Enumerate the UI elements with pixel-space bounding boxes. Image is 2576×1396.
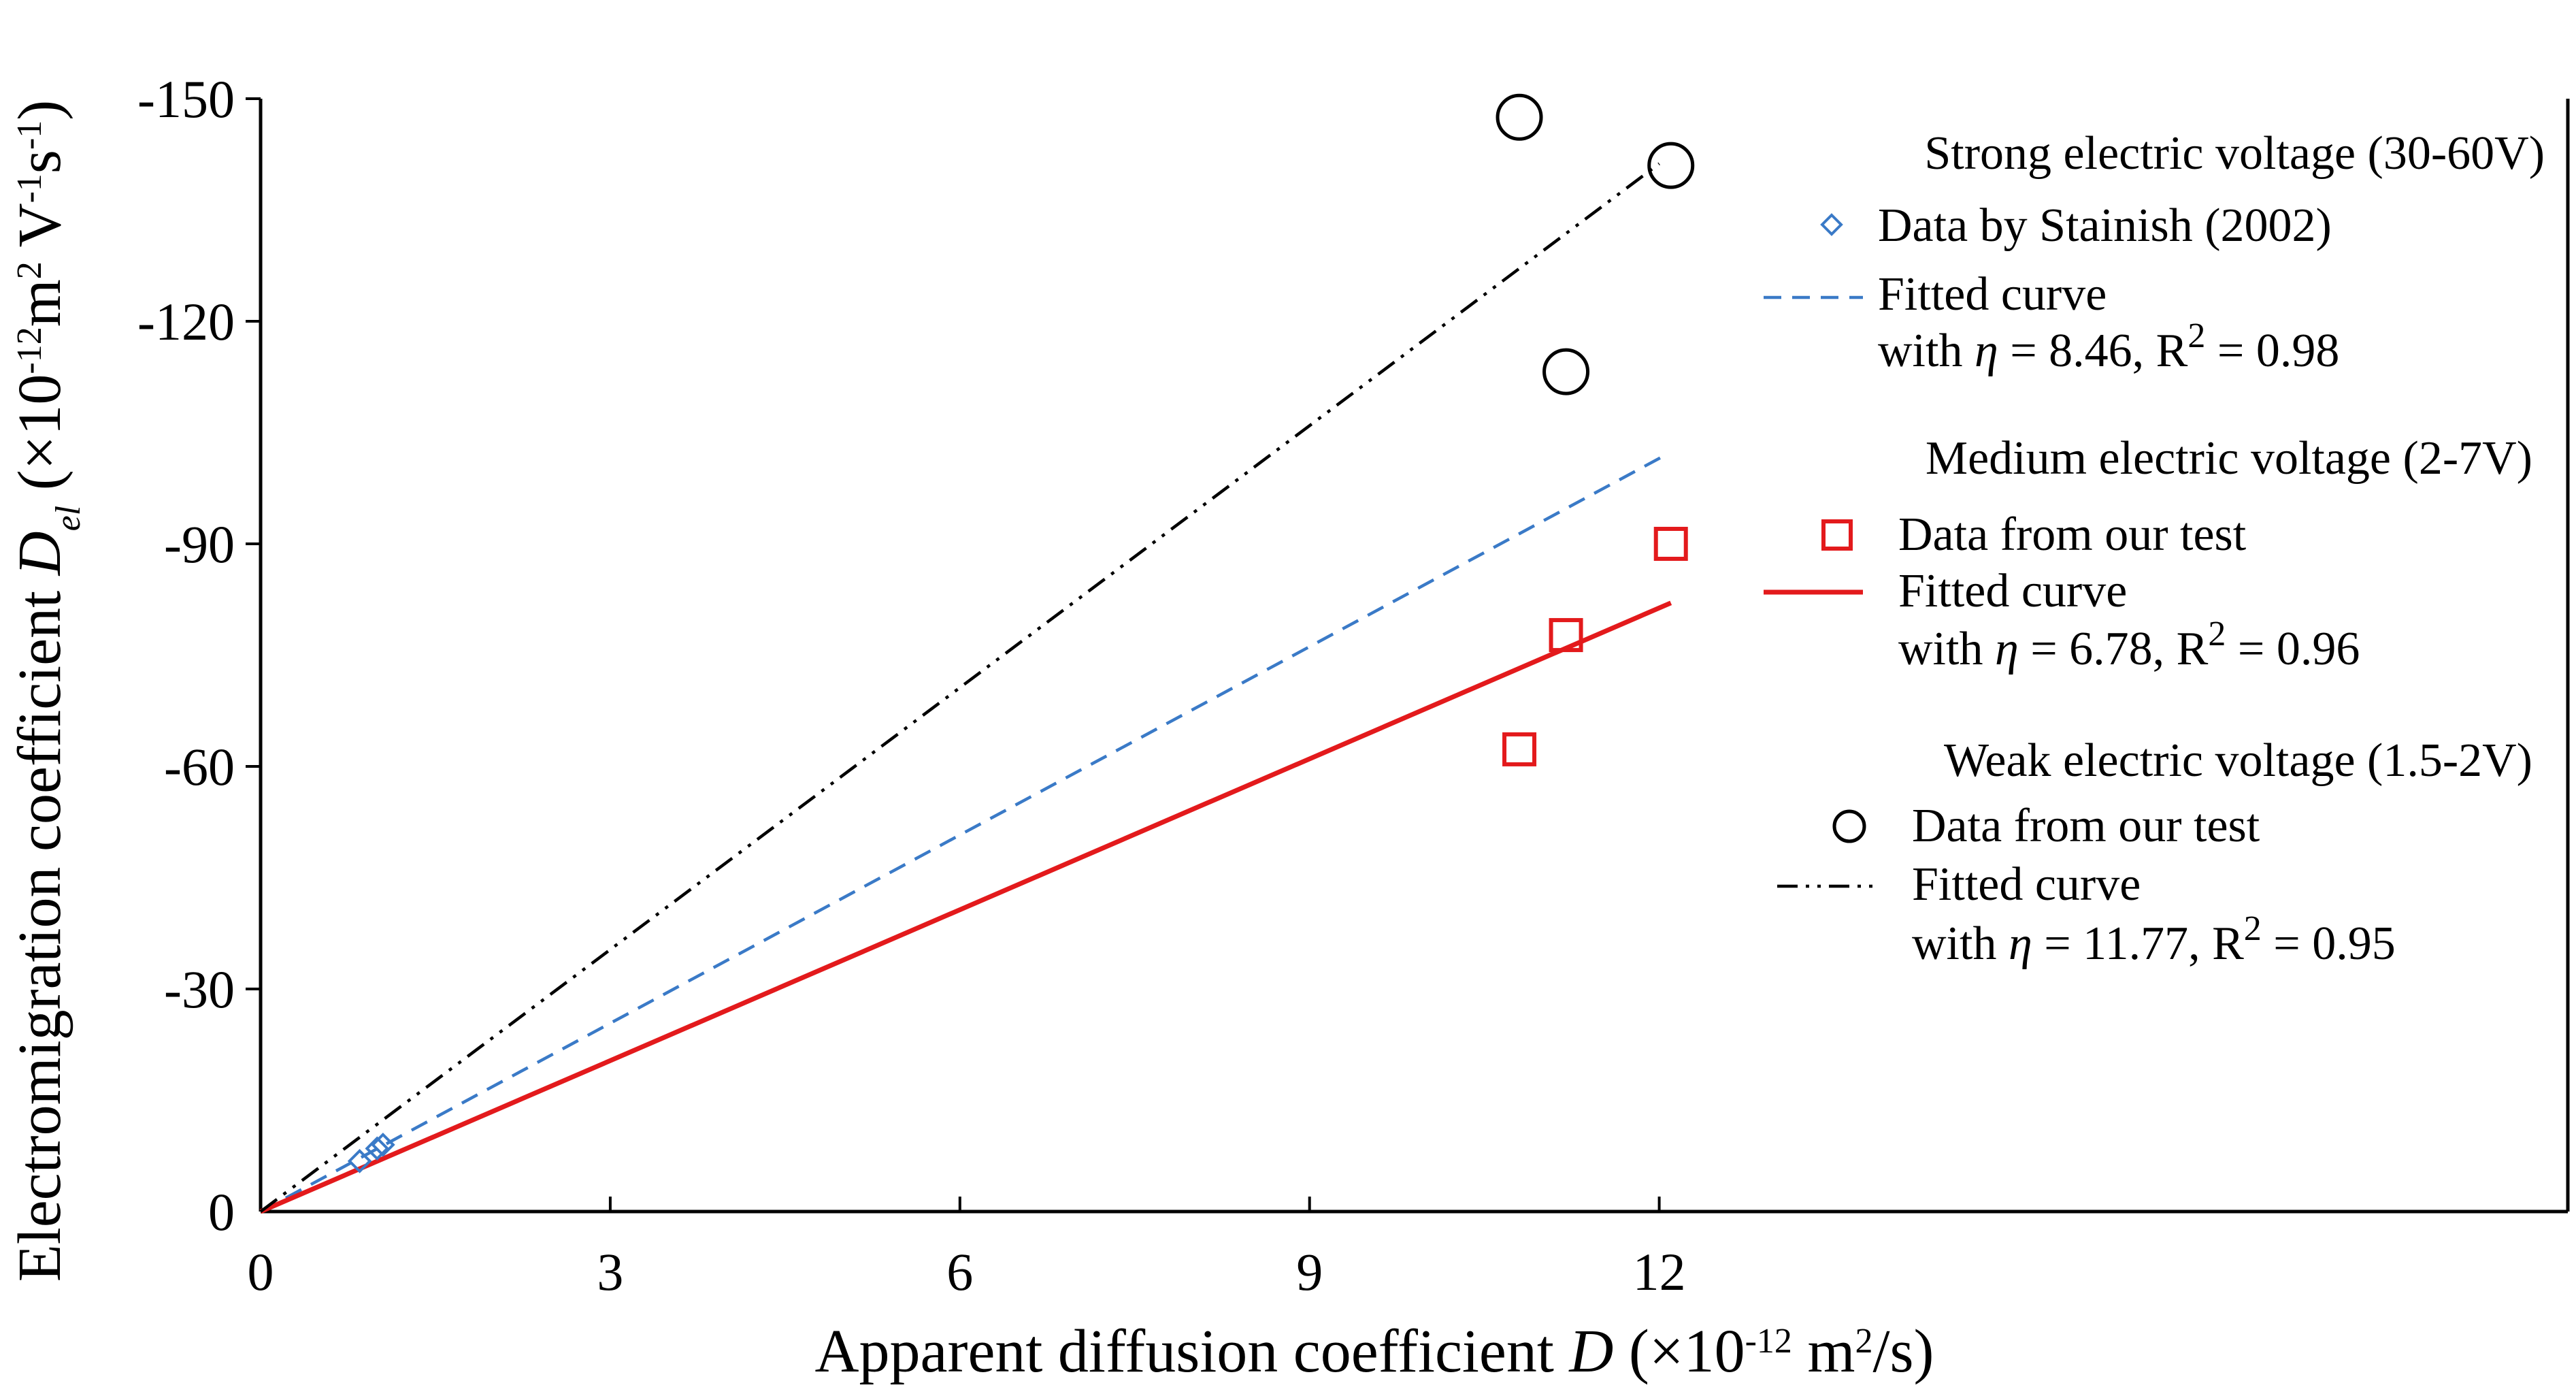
legend-marker-shape (1820, 213, 1843, 236)
data-point-medium (1653, 527, 1688, 561)
legend-fit-label-strong: Fitted curve (1878, 268, 2107, 321)
y-tick-label: -150 (137, 69, 235, 129)
x-tick-label: 0 (248, 1242, 274, 1301)
legend-fit-eta-weak: with η = 11.77, R2 = 0.95 (1912, 909, 2396, 971)
data-point-medium (1549, 618, 1583, 653)
legend: Strong electric voltage (30-60V) Data by… (1764, 127, 2545, 970)
legend-marker-medium (1821, 519, 1853, 551)
y-tick-label: -60 (164, 737, 235, 796)
legend-heading-weak: Weak electric voltage (1.5-2V) (1944, 734, 2532, 787)
fit-line-weak (259, 162, 1660, 1213)
fit-line-medium (259, 600, 1672, 1214)
y-tick-label: -120 (137, 292, 235, 351)
legend-data-label-weak: Data from our test (1912, 800, 2260, 852)
legend-fit-eta-strong: with η = 8.46, R2 = 0.98 (1878, 316, 2339, 378)
data-point-strong (371, 1133, 395, 1157)
data-point-weak (1496, 93, 1543, 141)
fit-line-strong (259, 453, 1666, 1213)
fit-lines (259, 162, 1672, 1214)
legend-data-label-medium: Data from our test (1898, 508, 2247, 561)
legend-heading-strong: Strong electric voltage (30-60V) (1924, 127, 2545, 180)
legend-heading-medium: Medium electric voltage (2-7V) (1926, 432, 2532, 485)
tick-marks (246, 97, 1661, 1212)
data-point-strong (365, 1136, 390, 1161)
y-axis-title: Electromigration coefficient Del (×10-12… (6, 100, 88, 1282)
legend-fit-label-medium: Fitted curve (1898, 565, 2127, 617)
data-point-medium (1502, 732, 1537, 766)
legend-marker-strong (1820, 213, 1843, 236)
data-point-weak (1542, 348, 1590, 395)
legend-marker-shape (1832, 809, 1866, 843)
x-tick-label: 9 (1296, 1242, 1323, 1301)
legend-fit-label-weak: Fitted curve (1912, 858, 2141, 911)
legend-fit-eta-medium: with η = 6.78, R2 = 0.96 (1898, 615, 2360, 676)
data-point-weak (1647, 142, 1695, 189)
data-point-strong (347, 1149, 372, 1173)
data-markers (347, 93, 1695, 1173)
x-tick-label: 6 (946, 1242, 973, 1301)
x-tick-label: 12 (1633, 1242, 1686, 1301)
x-tick-label: 3 (597, 1242, 623, 1301)
tick-labels: 0 3 6 9 12 0 -30 -60 -90 -120 -150 (137, 69, 1686, 1301)
legend-marker-shape (1821, 519, 1853, 551)
x-axis-title: Apparent diffusion coefficient D (×10-12… (815, 1318, 1934, 1385)
y-tick-label: 0 (208, 1182, 235, 1241)
legend-marker-weak (1832, 809, 1866, 843)
y-tick-label: -30 (164, 960, 235, 1019)
legend-data-label-strong: Data by Stainish (2002) (1878, 199, 2332, 252)
y-tick-label: -90 (164, 515, 235, 574)
